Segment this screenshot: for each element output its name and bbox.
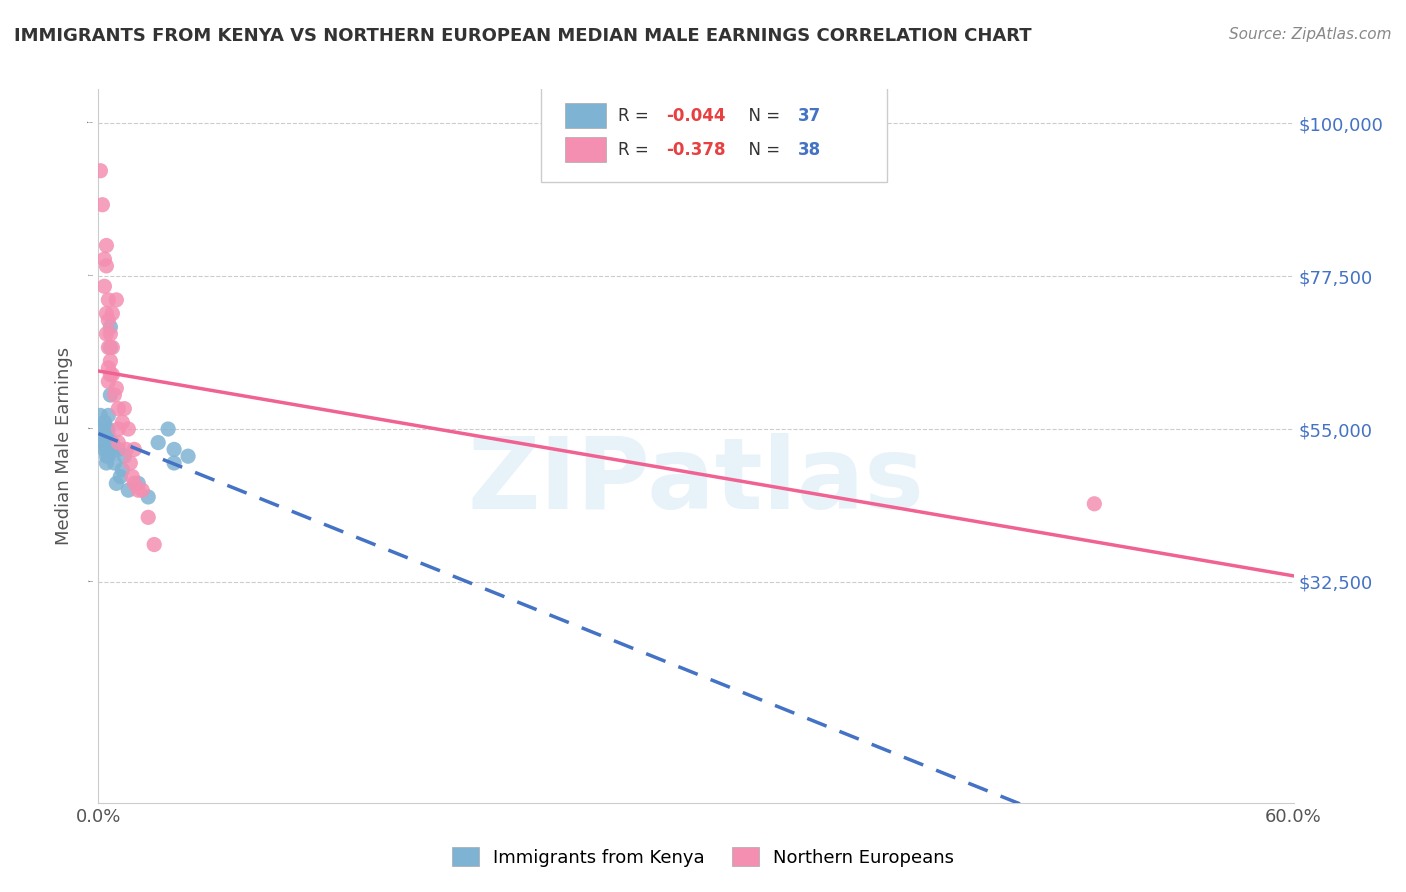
Point: [115, 442, 138, 457]
Point: [143, 537, 166, 551]
FancyBboxPatch shape: [565, 103, 606, 128]
Point: [105, 476, 128, 491]
Point: [96, 422, 118, 436]
Text: N =: N =: [738, 141, 785, 159]
Point: [98, 326, 122, 341]
Point: [89, 409, 111, 423]
Point: [157, 422, 180, 436]
Point: [96, 429, 118, 443]
Point: [127, 483, 149, 498]
Text: -0.378: -0.378: [666, 141, 725, 159]
Point: [97, 449, 120, 463]
Text: Source: ZipAtlas.com: Source: ZipAtlas.com: [1229, 27, 1392, 42]
Point: [97, 341, 120, 355]
Point: [103, 388, 125, 402]
Point: [97, 429, 120, 443]
Point: [98, 341, 122, 355]
Point: [97, 360, 120, 375]
Point: [107, 401, 129, 416]
Point: [101, 306, 124, 320]
Point: [98, 354, 122, 368]
Y-axis label: Median Male Earnings: Median Male Earnings: [55, 347, 73, 545]
Point: [117, 422, 139, 436]
Point: [101, 341, 124, 355]
Point: [163, 456, 186, 470]
Point: [107, 442, 129, 457]
Point: [93, 429, 115, 443]
Point: [127, 476, 149, 491]
Point: [96, 449, 118, 463]
Point: [93, 279, 115, 293]
Text: R =: R =: [619, 141, 654, 159]
Point: [110, 469, 132, 483]
Point: [91, 198, 114, 212]
FancyBboxPatch shape: [565, 137, 606, 162]
Legend: Immigrants from Kenya, Northern Europeans: Immigrants from Kenya, Northern European…: [444, 840, 962, 874]
Point: [89, 163, 111, 178]
Point: [96, 456, 118, 470]
Point: [97, 375, 120, 389]
Point: [136, 490, 159, 504]
Text: 38: 38: [797, 141, 821, 159]
FancyBboxPatch shape: [541, 86, 887, 182]
Point: [93, 442, 115, 457]
Point: [93, 252, 115, 266]
Point: [148, 435, 170, 450]
Point: [96, 306, 118, 320]
Point: [105, 293, 128, 307]
Point: [97, 313, 120, 327]
Point: [98, 320, 122, 334]
Point: [112, 449, 135, 463]
Point: [105, 381, 128, 395]
Point: [101, 442, 124, 457]
Text: ZIPatlas: ZIPatlas: [468, 434, 924, 530]
Point: [101, 435, 124, 450]
Point: [97, 409, 120, 423]
Point: [107, 435, 129, 450]
Point: [93, 415, 115, 429]
Point: [97, 442, 120, 457]
Point: [98, 388, 122, 402]
Point: [97, 422, 120, 436]
Text: R =: R =: [619, 107, 654, 125]
Point: [117, 483, 139, 498]
Point: [124, 442, 146, 457]
Text: 37: 37: [797, 107, 821, 125]
Text: N =: N =: [738, 107, 785, 125]
Point: [96, 435, 118, 450]
Point: [98, 368, 122, 382]
Point: [93, 435, 115, 450]
Point: [101, 368, 124, 382]
Point: [91, 422, 114, 436]
Point: [121, 469, 143, 483]
Point: [97, 435, 120, 450]
Point: [107, 422, 129, 436]
Point: [103, 456, 125, 470]
Point: [96, 238, 118, 252]
Point: [136, 510, 159, 524]
Point: [96, 259, 118, 273]
Point: [177, 449, 200, 463]
Point: [1083, 497, 1105, 511]
Point: [111, 415, 134, 429]
Point: [96, 326, 118, 341]
Point: [124, 476, 146, 491]
Point: [96, 442, 118, 457]
Point: [112, 401, 135, 416]
Point: [163, 442, 186, 457]
Text: -0.044: -0.044: [666, 107, 725, 125]
Point: [111, 463, 134, 477]
Text: IMMIGRANTS FROM KENYA VS NORTHERN EUROPEAN MEDIAN MALE EARNINGS CORRELATION CHAR: IMMIGRANTS FROM KENYA VS NORTHERN EUROPE…: [14, 27, 1032, 45]
Point: [131, 483, 153, 498]
Point: [97, 293, 120, 307]
Point: [120, 456, 142, 470]
